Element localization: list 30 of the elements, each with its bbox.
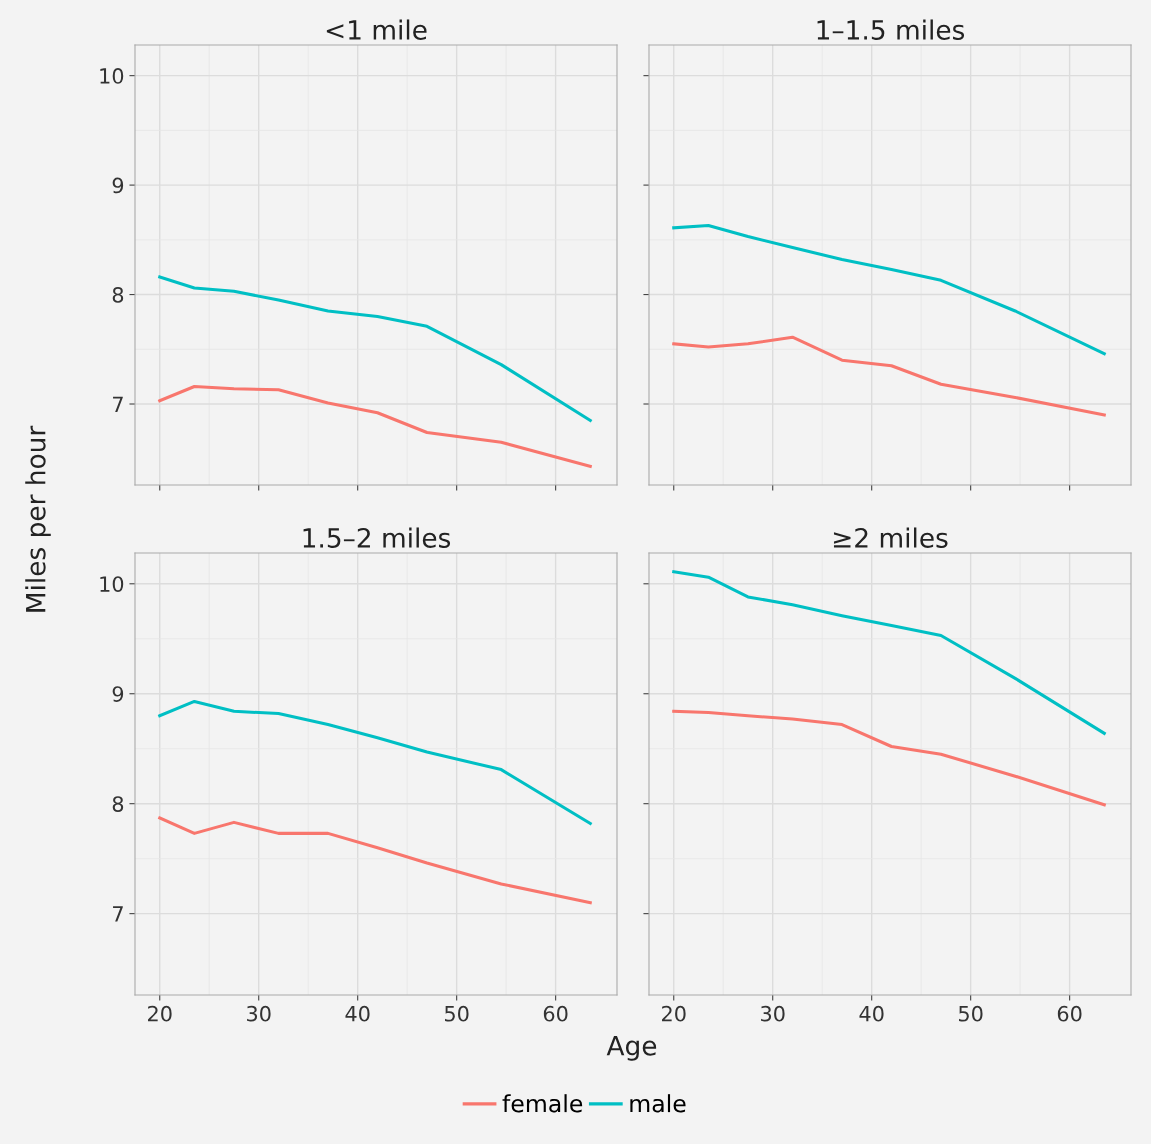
y-tick-label: 10: [100, 68, 124, 84]
x-tick-label: 40: [859, 1005, 884, 1022]
chart-title: ≥2 miles: [833, 527, 948, 548]
x-tick-label: 50: [959, 1005, 983, 1022]
y-tick-label: 8: [112, 287, 124, 303]
x-tick-label: 40: [345, 1005, 370, 1022]
x-tick-label: 20: [148, 1005, 172, 1022]
y-axis-title: Miles per hour: [25, 425, 51, 612]
legend-label: male: [630, 1094, 686, 1113]
y-tick-label: 10: [100, 576, 124, 592]
x-tick-label: 30: [247, 1005, 271, 1022]
x-tick-label: 30: [761, 1005, 785, 1022]
x-tick-label: 20: [662, 1005, 686, 1022]
line-series: [158, 384, 592, 468]
line-series: [158, 699, 592, 826]
legend-label: female: [502, 1094, 583, 1113]
x-tick-label: 60: [543, 1005, 568, 1022]
chart-title: 1–1.5 miles: [817, 19, 965, 40]
line-series: [158, 275, 592, 422]
y-tick-label: 9: [112, 686, 124, 702]
x-tick-label: 50: [445, 1005, 469, 1022]
chart-title: <1 mile: [326, 19, 427, 40]
y-tick-label: 8: [112, 796, 124, 812]
y-tick-label: 7: [113, 906, 123, 922]
x-axis-title: Age: [606, 1036, 657, 1061]
x-tick-label: 60: [1057, 1005, 1082, 1022]
line-series: [158, 816, 592, 905]
y-tick-label: 9: [112, 177, 124, 194]
chart-title: 1.5–2 miles: [303, 527, 451, 548]
y-tick-label: 7: [113, 396, 123, 412]
